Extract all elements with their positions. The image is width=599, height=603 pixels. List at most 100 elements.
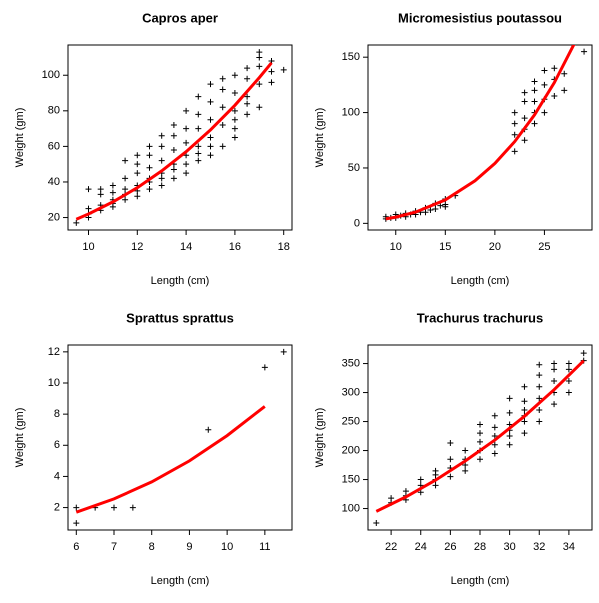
- plot-frame: [367, 44, 593, 231]
- y-axis-label: Weight (gm): [14, 108, 26, 168]
- y-tick-label: 10: [48, 377, 60, 389]
- point: [511, 109, 518, 116]
- y-axis-label: Weight (gm): [314, 108, 326, 168]
- point: [122, 157, 129, 164]
- point: [231, 125, 238, 132]
- fit-line: [385, 45, 576, 221]
- y-axis-label: Weight (gm): [14, 408, 26, 468]
- x-tick-label: 30: [504, 541, 516, 553]
- point: [134, 161, 141, 168]
- point: [521, 430, 528, 437]
- y-tick-label: 250: [342, 415, 360, 427]
- point: [158, 182, 165, 189]
- point: [256, 54, 263, 61]
- point: [231, 116, 238, 123]
- point: [432, 482, 439, 489]
- y-tick-label: 150: [342, 51, 360, 63]
- point: [521, 115, 528, 122]
- point: [447, 440, 454, 447]
- point: [195, 125, 202, 132]
- y-tick-label: 8: [54, 408, 60, 420]
- fit-line: [75, 61, 273, 221]
- point: [477, 456, 483, 463]
- x-tick-label: 24: [415, 541, 427, 553]
- point: [207, 143, 214, 150]
- point: [207, 134, 214, 141]
- point: [195, 150, 202, 157]
- point: [111, 504, 118, 511]
- y-tick-label: 100: [42, 69, 60, 81]
- point: [256, 49, 263, 56]
- point: [73, 219, 80, 226]
- x-axis-label: Length (cm): [451, 275, 510, 287]
- y-tick-label: 60: [48, 140, 60, 152]
- point: [195, 93, 202, 100]
- plot-frame: [67, 44, 293, 231]
- point: [565, 360, 572, 367]
- y-tick-label: 80: [48, 105, 60, 117]
- fit-line: [375, 359, 585, 513]
- x-tick-label: 11: [259, 541, 270, 553]
- point: [256, 104, 263, 111]
- point: [521, 89, 528, 96]
- point: [244, 111, 251, 118]
- point: [536, 361, 543, 368]
- point: [158, 175, 165, 182]
- point: [551, 377, 558, 384]
- y-tick-label: 300: [342, 386, 360, 398]
- point: [146, 164, 153, 171]
- point: [73, 504, 80, 511]
- y-tick-label: 12: [48, 346, 60, 358]
- point: [280, 66, 287, 73]
- x-tick-label: 9: [186, 541, 192, 553]
- point: [506, 409, 513, 416]
- x-tick-label: 12: [131, 241, 143, 253]
- point: [565, 366, 572, 373]
- point: [551, 401, 558, 408]
- point: [536, 383, 543, 390]
- y-tick-label: 6: [54, 439, 60, 451]
- point: [437, 202, 444, 209]
- point: [521, 137, 528, 144]
- chart-title: Sprattus sprattus: [126, 310, 234, 325]
- point: [219, 122, 226, 129]
- point: [97, 186, 104, 193]
- point: [477, 430, 483, 437]
- x-tick-label: 10: [82, 241, 94, 253]
- point: [207, 81, 214, 88]
- y-tick-label: 0: [354, 217, 360, 229]
- y-tick-label: 200: [342, 444, 360, 456]
- point: [85, 186, 92, 193]
- y-tick-label: 50: [348, 162, 360, 174]
- point: [521, 398, 528, 405]
- point: [536, 406, 543, 413]
- point: [195, 157, 202, 164]
- point: [256, 63, 263, 70]
- x-tick-label: 16: [229, 241, 241, 253]
- plot-area: [73, 348, 287, 527]
- x-tick-label: 25: [538, 241, 550, 253]
- x-tick-label: 18: [278, 241, 290, 253]
- point: [531, 78, 538, 85]
- point: [536, 372, 543, 379]
- point: [417, 489, 424, 496]
- point: [195, 143, 202, 150]
- point: [491, 424, 498, 431]
- point: [122, 196, 129, 203]
- point: [462, 467, 469, 474]
- point: [205, 426, 212, 433]
- point: [158, 157, 165, 164]
- point: [280, 348, 287, 355]
- point: [442, 203, 449, 210]
- point: [170, 132, 177, 139]
- point: [219, 86, 226, 93]
- point: [158, 132, 165, 139]
- point: [506, 441, 513, 448]
- point: [244, 100, 251, 107]
- point: [268, 68, 275, 75]
- chart-title: Capros aper: [142, 10, 218, 25]
- point: [183, 170, 190, 177]
- point: [521, 406, 528, 413]
- point: [551, 65, 558, 72]
